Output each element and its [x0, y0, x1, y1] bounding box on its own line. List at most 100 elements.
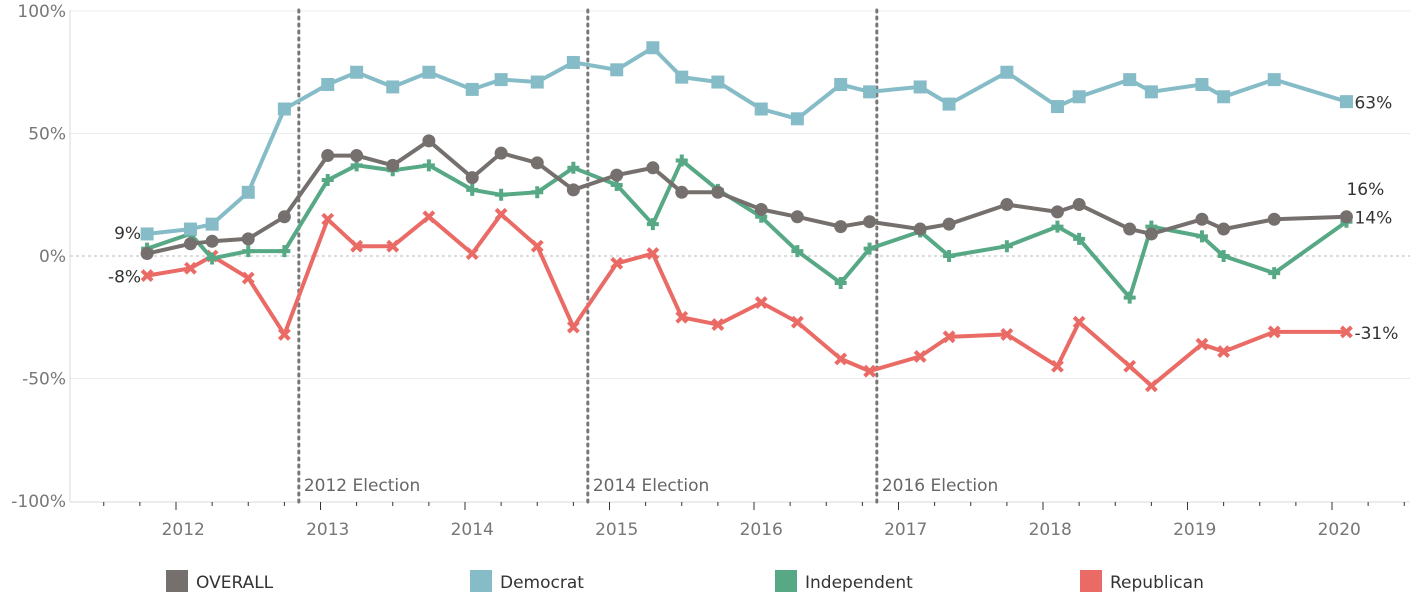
- data-point: [184, 261, 197, 275]
- data-point: [1267, 212, 1281, 226]
- legend-swatch: [166, 570, 188, 592]
- data-point: [1195, 78, 1209, 91]
- x-tick-label: 2019: [1173, 520, 1216, 540]
- data-point: [386, 239, 400, 253]
- end-label-independent: 14%: [1354, 209, 1392, 229]
- legend-item: Democrat: [470, 570, 584, 592]
- data-point: [140, 247, 154, 261]
- data-point: [1050, 205, 1064, 219]
- data-point: [942, 330, 956, 344]
- data-point: [321, 149, 335, 163]
- data-point: [913, 80, 927, 94]
- legend-label: Independent: [805, 573, 913, 592]
- data-point: [140, 269, 154, 283]
- data-point: [350, 65, 364, 79]
- data-point: [711, 318, 725, 332]
- data-point: [834, 220, 848, 234]
- series-lines: [140, 41, 1353, 393]
- data-point: [1144, 379, 1158, 393]
- data-point: [1267, 73, 1281, 87]
- data-point: [913, 222, 927, 236]
- data-point: [790, 315, 804, 329]
- data-point: [754, 202, 768, 216]
- data-point: [675, 310, 689, 324]
- data-point: [1000, 240, 1013, 253]
- data-point: [1195, 230, 1208, 243]
- start-label-democrat: 9%: [114, 224, 141, 244]
- series-line: [145, 212, 1349, 388]
- data-point: [278, 245, 291, 258]
- data-point: [754, 102, 768, 116]
- data-point: [754, 296, 768, 309]
- series-line: [145, 158, 1349, 300]
- series-republican: [140, 207, 1353, 393]
- data-point: [1000, 327, 1014, 341]
- y-tick-label: 0%: [39, 247, 66, 267]
- data-point: [206, 252, 219, 265]
- x-tick-label: 2012: [162, 520, 205, 540]
- data-point: [1123, 359, 1137, 373]
- y-tick-label: 100%: [17, 2, 66, 22]
- data-point: [646, 161, 660, 175]
- legend-item: Independent: [775, 570, 913, 592]
- x-tick-label: 2015: [595, 520, 638, 540]
- data-point: [566, 55, 580, 69]
- data-point: [1268, 267, 1281, 280]
- data-point: [863, 242, 876, 255]
- axes: 100% 50% 0% -50% -100% 2012 2013 2014 2015 2016 20…: [11, 2, 1410, 540]
- end-label-overall: 16%: [1346, 180, 1384, 200]
- data-point: [1072, 315, 1086, 329]
- data-point: [205, 234, 219, 248]
- data-point: [530, 75, 544, 89]
- data-point: [183, 222, 197, 236]
- x-tick-label: 2014: [451, 520, 494, 540]
- data-point: [942, 97, 956, 111]
- end-label-democrat: 63%: [1354, 94, 1392, 114]
- data-point: [241, 232, 255, 246]
- data-point: [465, 247, 479, 260]
- data-point: [465, 171, 479, 185]
- x-tick-label: 2020: [1318, 520, 1361, 540]
- data-point: [646, 41, 660, 55]
- x-tick-label: 2017: [884, 520, 927, 540]
- data-point: [530, 239, 544, 253]
- data-point: [1144, 227, 1158, 241]
- legend-label: Republican: [1110, 573, 1204, 592]
- data-point: [321, 212, 335, 226]
- election-label: 2014 Election: [593, 476, 710, 496]
- data-point: [675, 70, 689, 84]
- data-point: [205, 217, 219, 231]
- data-point: [494, 207, 508, 221]
- data-point: [913, 350, 927, 363]
- legend: OVERALL Democrat Independent Republican: [166, 570, 1204, 592]
- data-point: [675, 154, 688, 167]
- legend-swatch: [775, 570, 797, 592]
- data-point: [567, 161, 580, 174]
- data-point: [494, 146, 508, 160]
- data-point: [610, 256, 624, 270]
- data-point: [1217, 345, 1231, 358]
- data-point: [863, 215, 877, 229]
- data-point: [1051, 359, 1064, 373]
- data-point: [1195, 337, 1209, 351]
- data-point: [422, 134, 436, 148]
- x-tick-label: 2018: [1029, 520, 1072, 540]
- data-point: [834, 276, 847, 289]
- data-point: [277, 210, 291, 224]
- data-point: [1073, 232, 1086, 245]
- data-point: [1123, 222, 1137, 236]
- data-point: [350, 149, 364, 163]
- legend-item: OVERALL: [166, 570, 274, 592]
- data-point: [350, 239, 364, 253]
- data-point: [1217, 250, 1230, 262]
- gridlines: [70, 10, 1410, 379]
- start-label-republican: -8%: [108, 268, 141, 288]
- legend-label: Democrat: [500, 573, 584, 592]
- data-point: [566, 183, 580, 197]
- x-tick-label: 2016: [740, 520, 783, 540]
- data-point: [495, 188, 508, 201]
- data-point: [1000, 65, 1014, 79]
- data-point: [530, 156, 544, 170]
- y-tick-label: -50%: [22, 370, 66, 390]
